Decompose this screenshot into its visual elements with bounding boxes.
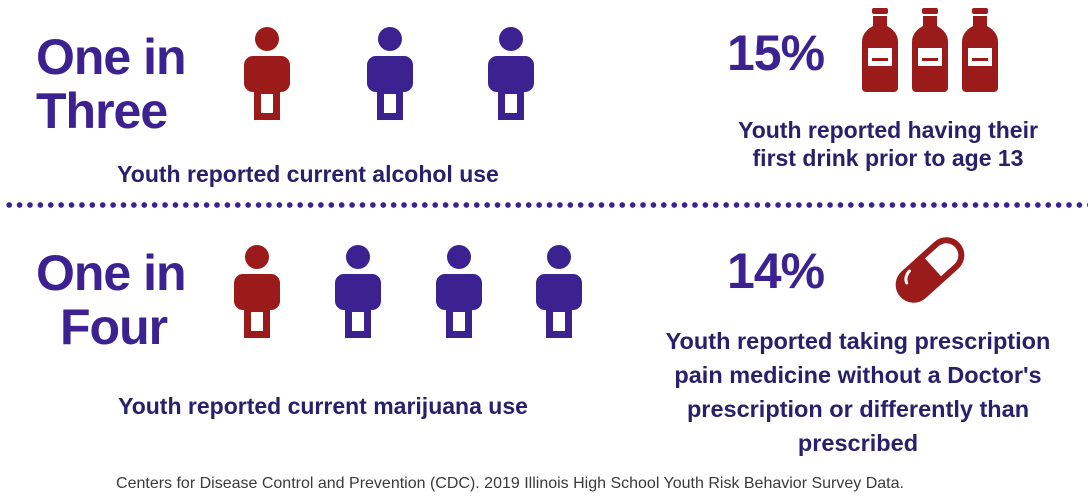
prescription-caption-line2: pain medicine without a Doctor's <box>674 362 1042 388</box>
marijuana-people-icons <box>234 244 584 344</box>
marijuana-person-2-icon <box>335 245 381 338</box>
first-drink-caption-line2: first drink prior to age 13 <box>752 145 1024 171</box>
first-drink-percent: 15% <box>727 25 825 81</box>
prescription-caption-line3: prescription or differently than <box>686 396 1030 422</box>
prescription-caption: Youth reported taking prescription pain … <box>630 324 1086 460</box>
alcohol-caption: Youth reported current alcohol use <box>117 161 499 187</box>
prescription-caption-line4: prescribed <box>797 430 919 456</box>
marijuana-ratio-heading: One in Four <box>36 245 187 355</box>
alcohol-person-1-icon <box>244 27 290 120</box>
bottle-3-icon <box>962 8 998 92</box>
alcohol-person-2-icon <box>367 27 413 120</box>
alcohol-person-3-icon <box>488 27 534 120</box>
marijuana-ratio-line1: One in <box>36 245 187 301</box>
alcohol-ratio-line2: Three <box>36 83 168 139</box>
bottle-2-icon <box>912 8 948 92</box>
marijuana-person-4-icon <box>536 245 582 338</box>
alcohol-people-icons <box>244 26 544 126</box>
bottle-icons <box>862 8 1002 94</box>
marijuana-caption: Youth reported current marijuana use <box>118 393 528 419</box>
prescription-caption-line1: Youth reported taking prescription <box>665 328 1051 354</box>
pill-capsule-icon <box>895 237 965 303</box>
prescription-percent: 14% <box>727 243 825 299</box>
dotted-divider <box>4 202 1088 208</box>
bottle-1-icon <box>862 8 898 92</box>
first-drink-caption-line1: Youth reported having their <box>738 117 1038 143</box>
alcohol-ratio-heading: One in Three <box>36 29 187 139</box>
source-citation: Centers for Disease Control and Preventi… <box>116 475 904 492</box>
first-drink-caption: Youth reported having their first drink … <box>700 116 1076 172</box>
marijuana-person-3-icon <box>436 245 482 338</box>
marijuana-ratio-line2: Four <box>60 299 168 355</box>
alcohol-ratio-line1: One in <box>36 29 187 85</box>
marijuana-person-1-icon <box>234 245 280 338</box>
